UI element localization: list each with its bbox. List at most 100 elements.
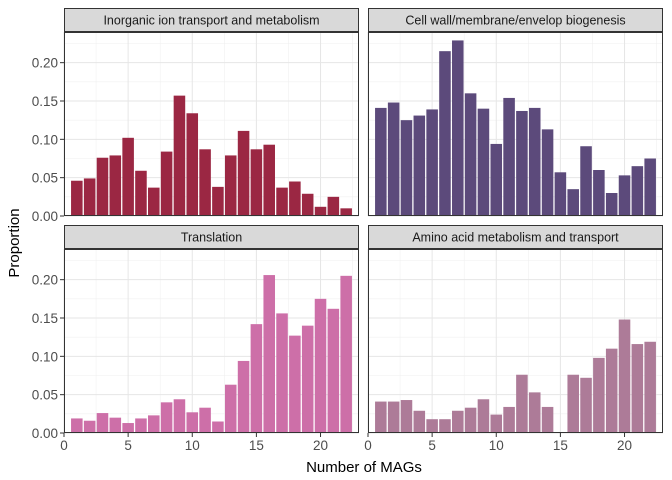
y-axis-title: Proportion [6,208,23,277]
bar [554,172,567,216]
bar [541,406,554,433]
bar [237,130,250,216]
bar [516,110,528,216]
bar [71,180,83,216]
bar [567,374,579,433]
x-tick-label: 5 [124,438,132,453]
bar [276,313,288,433]
bar [224,155,237,216]
bar [413,410,426,433]
bar [289,181,301,216]
y-tick-label: 0.05 [32,388,58,403]
bar [618,175,631,216]
facet-title: Cell wall/membrane/envelop biogenesis [405,14,625,28]
bar [516,374,528,433]
bar [631,344,644,433]
x-tick-label: 10 [489,438,504,453]
bar [452,40,464,216]
bar [212,421,224,433]
bar [173,95,186,216]
facet-strip [64,8,359,32]
bar [464,93,477,216]
bar [109,417,122,433]
bar [250,149,263,216]
bar [327,308,340,433]
bar [375,401,387,433]
facet-panel-2: Cell wall/membrane/envelop biogenesis [367,8,663,217]
x-tick-label: 15 [249,438,264,453]
bar [580,146,592,216]
y-tick-label: 0.10 [32,349,58,364]
bar [224,384,237,433]
bar [276,187,288,216]
bar [314,206,327,216]
facet-strip [368,225,663,249]
facet-panel-4: Amino acid metabolism and transport [367,225,663,434]
axes: 0.00 0.05 0.10 0.15 0.20 0.00 0.05 0.10 0.15 0.20… [32,56,632,453]
facet-title: Translation [181,231,242,245]
bar [199,407,211,433]
x-tick-label: 5 [428,438,436,453]
bar [250,324,263,433]
bar [426,419,438,433]
bar [426,109,438,216]
bar [400,120,413,216]
x-tick-label: 20 [313,438,328,453]
bar [340,275,352,433]
facet-title: Inorganic ion transport and metabolism [103,14,319,28]
bar [464,407,477,433]
bar [71,418,83,433]
x-tick-label: 20 [617,438,632,453]
bar [541,129,554,216]
x-tick-label: 10 [185,438,200,453]
bar-series [71,275,352,433]
bar [122,137,134,216]
bar [605,193,618,216]
bar [160,151,173,216]
bar [631,166,644,216]
y-tick-label: 0.20 [32,56,58,71]
bar [135,418,147,433]
facet-panel-3: Translation [63,225,359,434]
bar [327,196,340,216]
bar [387,401,400,433]
y-tick-label: 0.10 [32,132,58,147]
bar [314,298,327,433]
x-tick-label: 15 [553,438,568,453]
bar [160,402,173,433]
bar [199,149,211,216]
y-tick-label: 0.05 [32,171,58,186]
panel-border [368,32,663,216]
bar [644,158,656,216]
bar [490,143,503,216]
bar [439,419,451,433]
bar [263,275,275,433]
y-tick-label: 0.15 [32,311,58,326]
bar [375,107,387,216]
y-tick-label: 0.00 [32,426,58,441]
bar [301,325,314,433]
x-tick-label: 0 [364,438,372,453]
bar [109,155,122,216]
bar [173,399,186,433]
bar [212,186,224,216]
panel-border [64,32,359,216]
facet-strip [64,225,359,249]
facet-strip [368,8,663,32]
bar [148,187,160,216]
bar [593,357,605,433]
bar [413,115,426,216]
bar [83,420,96,433]
bar [135,170,147,216]
bar [605,348,618,433]
facet-title: Amino acid metabolism and transport [412,231,619,245]
panel-border [368,249,663,433]
y-tick-label: 0.20 [32,273,58,288]
bar [439,51,451,216]
bar [580,377,592,433]
y-tick-label: 0.15 [32,94,58,109]
bar [593,170,605,216]
y-tick-label: 0.00 [32,209,58,224]
bar [122,423,134,433]
